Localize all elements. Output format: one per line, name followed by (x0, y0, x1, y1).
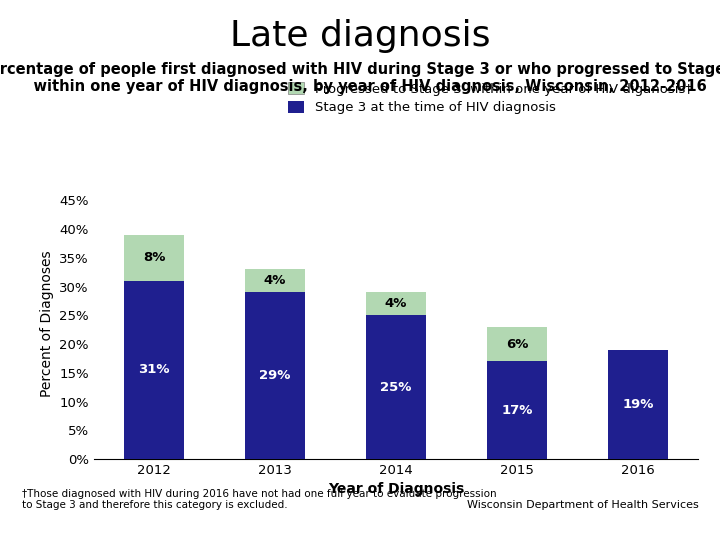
Text: Wisconsin Department of Health Services: Wisconsin Department of Health Services (467, 500, 698, 510)
Text: 31%: 31% (138, 363, 170, 376)
Text: 25%: 25% (380, 381, 412, 394)
Bar (487, 361, 547, 459)
Bar (124, 235, 184, 281)
Bar (366, 315, 426, 459)
Text: 8%: 8% (143, 252, 166, 265)
Bar (487, 327, 547, 361)
Y-axis label: Percent of Diagnoses: Percent of Diagnoses (40, 251, 53, 397)
Text: 6%: 6% (505, 338, 528, 350)
Text: †Those diagnosed with HIV during 2016 have not had one full year to evaluate pro: †Those diagnosed with HIV during 2016 ha… (22, 489, 496, 510)
Text: 4%: 4% (384, 298, 408, 310)
Bar (124, 281, 184, 459)
Bar (608, 350, 668, 459)
Text: 17%: 17% (501, 404, 533, 417)
Text: Percentage of people first diagnosed with HIV during Stage 3 or who progressed t: Percentage of people first diagnosed wit… (0, 62, 720, 94)
Bar (366, 292, 426, 315)
Bar (245, 292, 305, 459)
Bar (245, 269, 305, 292)
X-axis label: Year of Diagnosis: Year of Diagnosis (328, 482, 464, 496)
Text: 19%: 19% (622, 398, 654, 411)
Text: 29%: 29% (259, 369, 291, 382)
Legend: Progressed to Stage 3  within one year of HIV diganosis†, Stage 3 at the time of: Progressed to Stage 3 within one year of… (289, 82, 692, 114)
Text: 4%: 4% (264, 274, 287, 287)
Text: Late diagnosis: Late diagnosis (230, 19, 490, 53)
